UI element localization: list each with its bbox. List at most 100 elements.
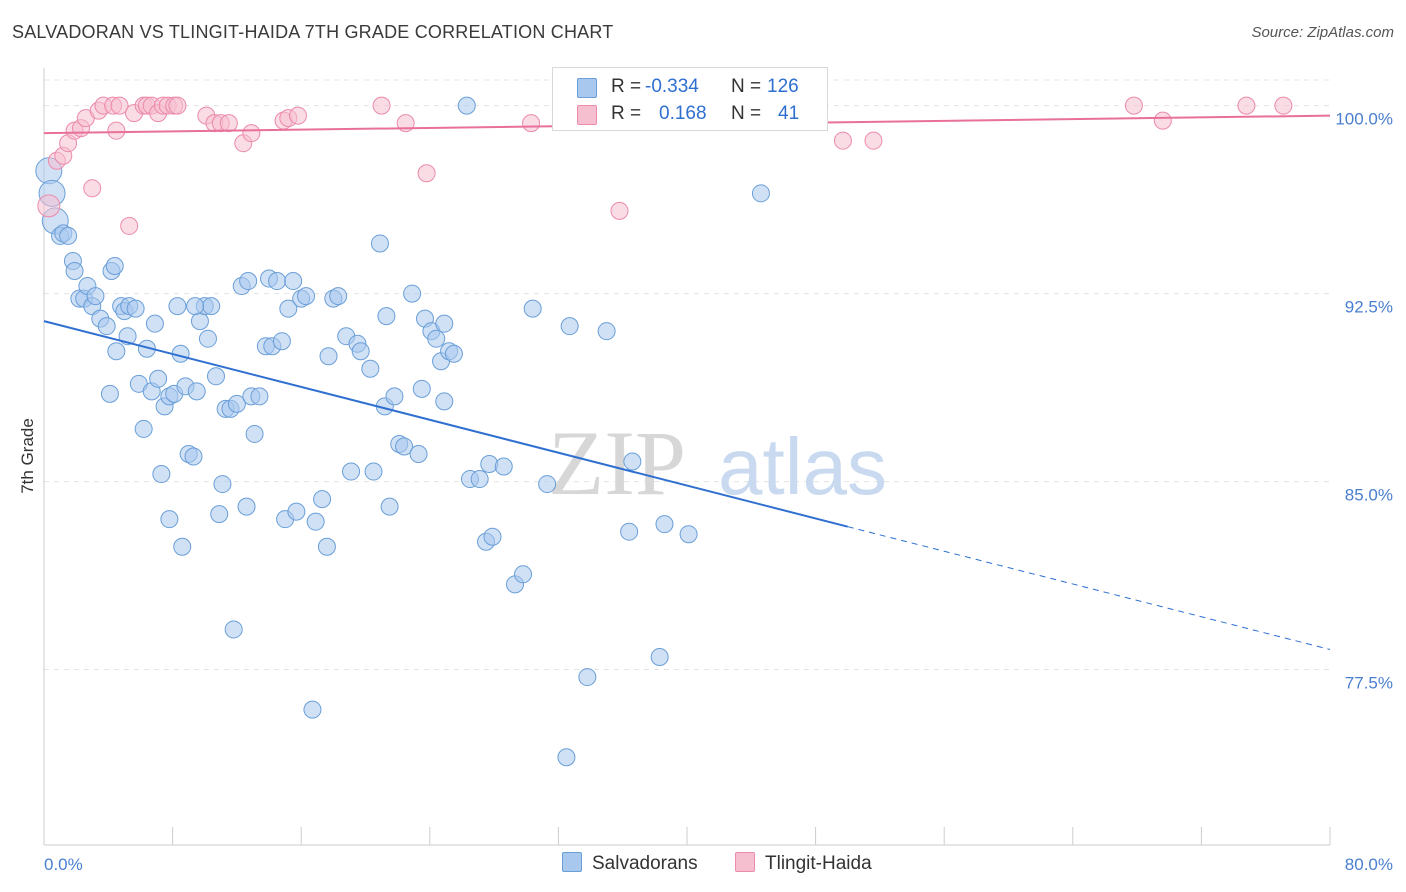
- grid-lines: [44, 79, 1330, 671]
- salvadorans-point: [403, 284, 422, 303]
- tlingit-haida-point: [372, 96, 391, 115]
- salvadorans-point: [364, 462, 383, 481]
- salvadorans-point: [319, 347, 338, 366]
- bottom-legend-swatch-pink: [735, 852, 755, 872]
- salvadorans-point: [313, 490, 332, 509]
- salvadorans-point: [578, 668, 597, 687]
- tlingit-haida-point: [168, 96, 187, 115]
- bottom-legend-salvadorans: Salvadorans: [562, 852, 698, 875]
- axis-labels: 77.5% 85.0% 92.5% 100.0% 0.0% 80.0% 7th Grade: [18, 110, 1393, 874]
- salvadorans-point: [457, 96, 476, 115]
- salvadorans-point: [395, 437, 414, 456]
- salvadorans-trend-extension: [847, 526, 1331, 650]
- salvadorans-point: [523, 299, 542, 318]
- correlation-legend: R = -0.334 N = 126 R = 0.168 N = 41: [552, 67, 828, 131]
- legend-n-value: 41: [778, 103, 800, 124]
- salvadorans-point: [470, 470, 489, 489]
- y-tick-label: 92.5%: [1345, 298, 1393, 317]
- salvadorans-point: [184, 447, 203, 466]
- tlingit-haida-point: [522, 114, 541, 133]
- legend-row-salvadorans: R = -0.334 N = 126: [553, 72, 827, 102]
- salvadorans-point: [279, 299, 298, 318]
- tlingit-haida-point: [1153, 111, 1172, 130]
- salvadorans-point: [650, 648, 669, 667]
- tlingit-haida-point: [219, 114, 238, 133]
- legend-r-value: -0.334: [645, 76, 699, 97]
- salvadorans-point: [149, 369, 168, 388]
- salvadorans-point: [409, 444, 428, 463]
- legend-r-value: 0.168: [659, 103, 707, 124]
- salvadorans-point: [435, 314, 454, 333]
- tlingit-haida-point: [610, 201, 629, 220]
- source-credit: Source: ZipAtlas.com: [1251, 24, 1394, 41]
- salvadorans-point: [623, 452, 642, 471]
- salvadorans-point: [134, 419, 153, 438]
- salvadorans-point: [597, 322, 616, 341]
- salvadorans-point: [370, 234, 389, 253]
- watermark-zip: ZIP: [548, 412, 686, 514]
- salvadorans-point: [377, 307, 396, 326]
- trend-lines: [43, 114, 1331, 650]
- tlingit-haida-point: [83, 179, 102, 198]
- tlingit-haida-point: [288, 106, 307, 125]
- salvadorans-point: [361, 359, 380, 378]
- salvadorans-point: [557, 748, 576, 767]
- salvadorans-point: [65, 262, 84, 281]
- salvadorans-point: [86, 287, 105, 306]
- bottom-legend-label: Salvadorans: [592, 853, 698, 874]
- salvadorans-point: [105, 257, 124, 276]
- salvadorans-point: [173, 537, 192, 556]
- tlingit-haida-point: [833, 131, 852, 150]
- salvadorans-point: [224, 620, 243, 639]
- tlingit-haida-point: [110, 96, 129, 115]
- salvadorans-point: [342, 462, 361, 481]
- legend-r-label: R =: [611, 103, 642, 124]
- salvadorans-point: [152, 465, 171, 484]
- y-axis-title: 7th Grade: [18, 418, 37, 494]
- salvadorans-point: [100, 384, 119, 403]
- tlingit-haida-point: [417, 164, 436, 183]
- salvadorans-point: [187, 382, 206, 401]
- y-tick-label: 100.0%: [1335, 110, 1393, 129]
- bottom-legend-swatch-blue: [562, 852, 582, 872]
- salvadorans-point: [202, 297, 221, 316]
- tlingit-haida-point: [1124, 96, 1143, 115]
- legend-r-label: R =: [611, 76, 642, 97]
- tlingit-haida-point: [120, 216, 139, 235]
- salvadorans-point: [514, 565, 533, 584]
- salvadorans-point: [59, 226, 78, 245]
- salvadorans-point: [227, 394, 246, 413]
- salvadorans-point: [538, 475, 557, 494]
- legend-swatch-blue: [577, 78, 597, 98]
- y-tick-label: 85.0%: [1345, 486, 1393, 505]
- salvadorans-point: [297, 287, 316, 306]
- salvadorans-point: [126, 299, 145, 318]
- salvadorans-point: [303, 700, 322, 719]
- salvadorans-point: [679, 525, 698, 544]
- salvadorans-point: [620, 522, 639, 541]
- bottom-legend-tlingit-haida: Tlingit-Haida: [735, 852, 872, 875]
- salvadorans-points: [35, 96, 783, 767]
- salvadorans-point: [207, 367, 226, 386]
- salvadorans-point: [190, 312, 209, 331]
- salvadorans-point: [198, 329, 217, 348]
- salvadorans-point: [317, 537, 336, 556]
- salvadorans-point: [655, 515, 674, 534]
- salvadorans-point: [272, 332, 291, 351]
- tlingit-haida-point: [1237, 96, 1256, 115]
- salvadorans-point: [160, 510, 179, 529]
- salvadorans-point: [145, 314, 164, 333]
- watermark: ZIP atlas: [548, 412, 887, 514]
- salvadorans-point: [250, 387, 269, 406]
- chart-title: SALVADORAN VS TLINGIT-HAIDA 7TH GRADE CO…: [12, 22, 614, 42]
- axes: [43, 68, 1331, 846]
- salvadorans-point: [107, 342, 126, 361]
- tlingit-haida-point: [864, 131, 883, 150]
- salvadorans-point: [168, 297, 187, 316]
- x-tick-label: 0.0%: [44, 855, 83, 874]
- salvadorans-point: [483, 527, 502, 546]
- watermark-atlas: atlas: [718, 422, 887, 511]
- salvadorans-point: [284, 272, 303, 291]
- salvadorans-point: [427, 329, 446, 348]
